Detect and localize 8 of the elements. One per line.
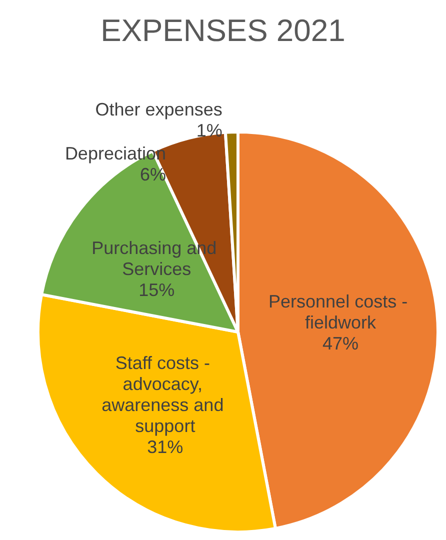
data-label: 31% xyxy=(147,436,184,457)
slice-label: Other expenses xyxy=(95,100,222,120)
slice-label: Personnel costs - fieldwork xyxy=(268,291,413,332)
data-label: 1% xyxy=(196,120,222,141)
data-label: 47% xyxy=(322,333,359,354)
chart-title: EXPENSES 2021 xyxy=(100,13,346,48)
data-label: 15% xyxy=(138,280,175,300)
slice-label: Staff costs - advocacy, awareness and support xyxy=(102,352,229,436)
